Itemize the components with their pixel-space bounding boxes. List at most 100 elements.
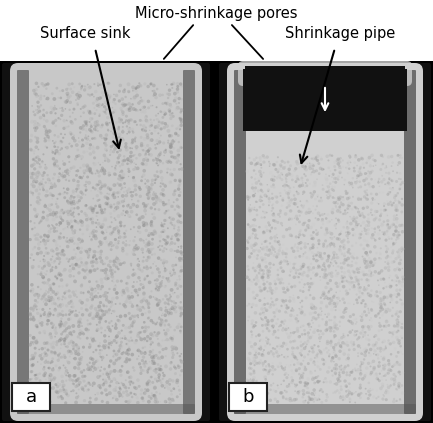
Point bbox=[136, 229, 143, 236]
Point bbox=[301, 202, 307, 209]
Point bbox=[139, 126, 146, 133]
Point bbox=[70, 346, 77, 352]
Point bbox=[121, 223, 128, 230]
Point bbox=[355, 173, 362, 179]
Point bbox=[137, 348, 144, 354]
Point bbox=[386, 275, 393, 281]
Point bbox=[357, 184, 364, 190]
Point bbox=[58, 172, 65, 179]
Point bbox=[388, 244, 394, 250]
Point bbox=[61, 248, 68, 255]
Point bbox=[161, 327, 168, 334]
Point bbox=[99, 121, 106, 128]
Point bbox=[299, 191, 306, 198]
Point bbox=[357, 313, 364, 319]
Point bbox=[44, 313, 51, 320]
Point bbox=[110, 295, 116, 302]
Point bbox=[95, 364, 102, 371]
Point bbox=[63, 99, 70, 105]
Point bbox=[264, 395, 271, 402]
Point bbox=[314, 378, 321, 385]
Point bbox=[102, 109, 109, 115]
Point bbox=[365, 168, 372, 175]
Point bbox=[305, 389, 312, 396]
Point bbox=[291, 168, 298, 174]
Point bbox=[32, 213, 39, 220]
Point bbox=[104, 155, 111, 162]
Point bbox=[35, 107, 42, 114]
Point bbox=[262, 285, 268, 291]
Point bbox=[140, 390, 147, 396]
Point bbox=[177, 327, 184, 334]
Point bbox=[289, 351, 296, 358]
Point bbox=[123, 285, 130, 292]
Point bbox=[263, 300, 270, 307]
Point bbox=[247, 278, 254, 285]
Point bbox=[250, 192, 257, 199]
Point bbox=[32, 171, 39, 178]
Point bbox=[297, 152, 304, 159]
Point bbox=[172, 247, 179, 254]
Point bbox=[259, 388, 265, 395]
Point bbox=[166, 157, 173, 164]
Point bbox=[365, 379, 372, 386]
Point bbox=[346, 380, 353, 387]
Point bbox=[358, 349, 365, 355]
Point bbox=[153, 287, 160, 294]
Point bbox=[153, 296, 160, 303]
Point bbox=[118, 339, 125, 346]
Point bbox=[87, 128, 94, 135]
Point bbox=[48, 180, 55, 187]
Point bbox=[68, 201, 75, 207]
Point bbox=[168, 335, 174, 341]
Point bbox=[114, 159, 121, 166]
Point bbox=[45, 129, 52, 136]
Point bbox=[395, 349, 402, 356]
Point bbox=[254, 277, 261, 284]
Point bbox=[259, 274, 266, 280]
Point bbox=[141, 222, 148, 228]
Point bbox=[262, 314, 269, 321]
Point bbox=[33, 213, 40, 220]
Point bbox=[324, 211, 331, 218]
Point bbox=[281, 182, 288, 189]
Point bbox=[284, 331, 291, 338]
Point bbox=[65, 392, 71, 399]
Point bbox=[102, 146, 109, 153]
Point bbox=[340, 369, 347, 376]
Point bbox=[29, 388, 36, 395]
Point bbox=[296, 305, 303, 312]
Point bbox=[93, 122, 100, 129]
Point bbox=[279, 183, 286, 190]
Point bbox=[308, 344, 315, 351]
Point bbox=[116, 300, 123, 307]
Point bbox=[246, 207, 253, 214]
Point bbox=[174, 363, 181, 369]
Point bbox=[103, 106, 110, 113]
Point bbox=[394, 287, 401, 294]
Point bbox=[301, 327, 308, 334]
Point bbox=[390, 221, 397, 228]
Point bbox=[42, 179, 49, 186]
Point bbox=[54, 195, 61, 202]
Point bbox=[155, 130, 162, 137]
Point bbox=[346, 213, 353, 220]
Point bbox=[309, 232, 316, 239]
Point bbox=[386, 362, 393, 368]
Point bbox=[132, 252, 139, 258]
Point bbox=[110, 190, 117, 196]
Point bbox=[281, 165, 288, 171]
Point bbox=[381, 300, 388, 307]
Point bbox=[164, 91, 171, 97]
Point bbox=[389, 186, 396, 192]
Point bbox=[168, 153, 175, 160]
Point bbox=[266, 195, 273, 202]
Point bbox=[383, 243, 390, 250]
Point bbox=[96, 286, 103, 292]
Point bbox=[245, 206, 252, 212]
Point bbox=[384, 294, 391, 301]
Point bbox=[91, 135, 98, 142]
Point bbox=[149, 88, 156, 94]
Point bbox=[312, 252, 319, 259]
Point bbox=[31, 353, 38, 360]
